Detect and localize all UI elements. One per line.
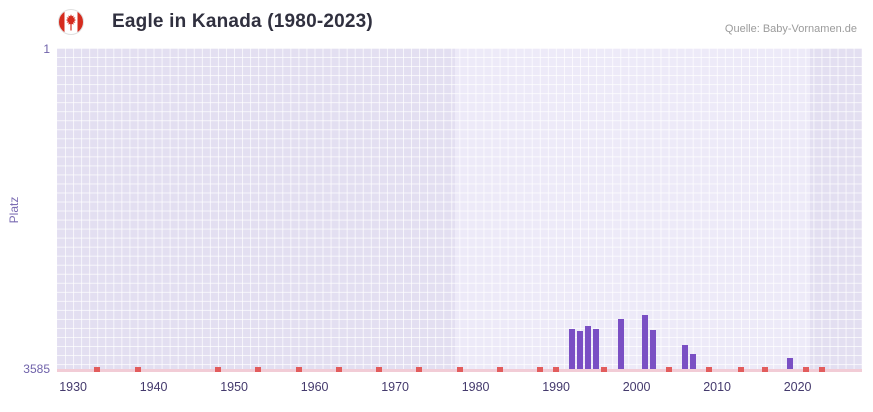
x-tick-1940: 1940 [139,380,168,394]
no-rank-marker-1973[interactable] [416,367,423,372]
bar-1993[interactable] [577,330,584,372]
x-axis: 1930 1940 1950 1960 1970 1980 1990 2000 2010 2020 [0,380,873,402]
plot-area [57,48,862,372]
no-rank-marker-1968[interactable] [376,367,382,372]
no-rank-marker-2016[interactable] [762,367,769,372]
no-rank-marker-1938[interactable] [134,367,141,372]
bar-2002[interactable] [649,330,656,372]
no-rank-marker-1988[interactable] [537,367,543,372]
no-rank-marker-1996[interactable] [601,367,608,372]
grid-overlay [57,48,862,372]
no-rank-marker-1933[interactable] [94,367,101,372]
bar-1998[interactable] [617,319,624,372]
bar-2007[interactable] [690,354,696,372]
no-rank-marker-2004[interactable] [665,367,672,372]
x-tick-1960: 1960 [300,380,329,394]
no-rank-marker-1983[interactable] [496,367,503,372]
y-tick-top: 1 [43,42,50,56]
y-axis-label: Platz [7,196,21,224]
source-label: Quelle: Baby-Vornamen.de [724,23,857,35]
bar-2006[interactable] [681,345,688,372]
page-title: Eagle in Kanada (1980-2023) [112,11,373,32]
no-rank-marker-1978[interactable] [456,367,463,372]
no-rank-marker-1948[interactable] [215,367,221,372]
x-tick-1980: 1980 [461,380,490,394]
no-rank-marker-2023[interactable] [818,367,825,372]
no-rank-marker-1958[interactable] [295,367,302,372]
x-tick-1970: 1970 [381,380,409,394]
x-tick-1930: 1930 [59,380,87,394]
no-rank-marker-1963[interactable] [335,367,342,372]
no-rank-marker-2009[interactable] [706,367,713,372]
no-rank-marker-2013[interactable] [738,367,745,372]
header: Eagle in Kanada (1980-2023) [58,9,373,35]
y-tick-bottom: 3585 [23,362,50,376]
no-rank-marker-1953[interactable] [255,367,262,372]
x-tick-1990: 1990 [542,380,570,394]
bar-1994[interactable] [585,325,592,372]
x-tick-2000: 2000 [622,380,651,394]
canada-flag-icon [58,9,84,35]
no-rank-marker-1990[interactable] [553,367,560,372]
bar-2001[interactable] [641,314,648,372]
bar-1995[interactable] [593,329,600,372]
x-tick-2020: 2020 [783,380,812,394]
bar-1992[interactable] [569,328,576,372]
x-tick-2010: 2010 [703,380,731,394]
no-rank-marker-2021[interactable] [802,367,809,372]
x-tick-1950: 1950 [220,380,248,394]
bar-2019[interactable] [786,358,793,372]
